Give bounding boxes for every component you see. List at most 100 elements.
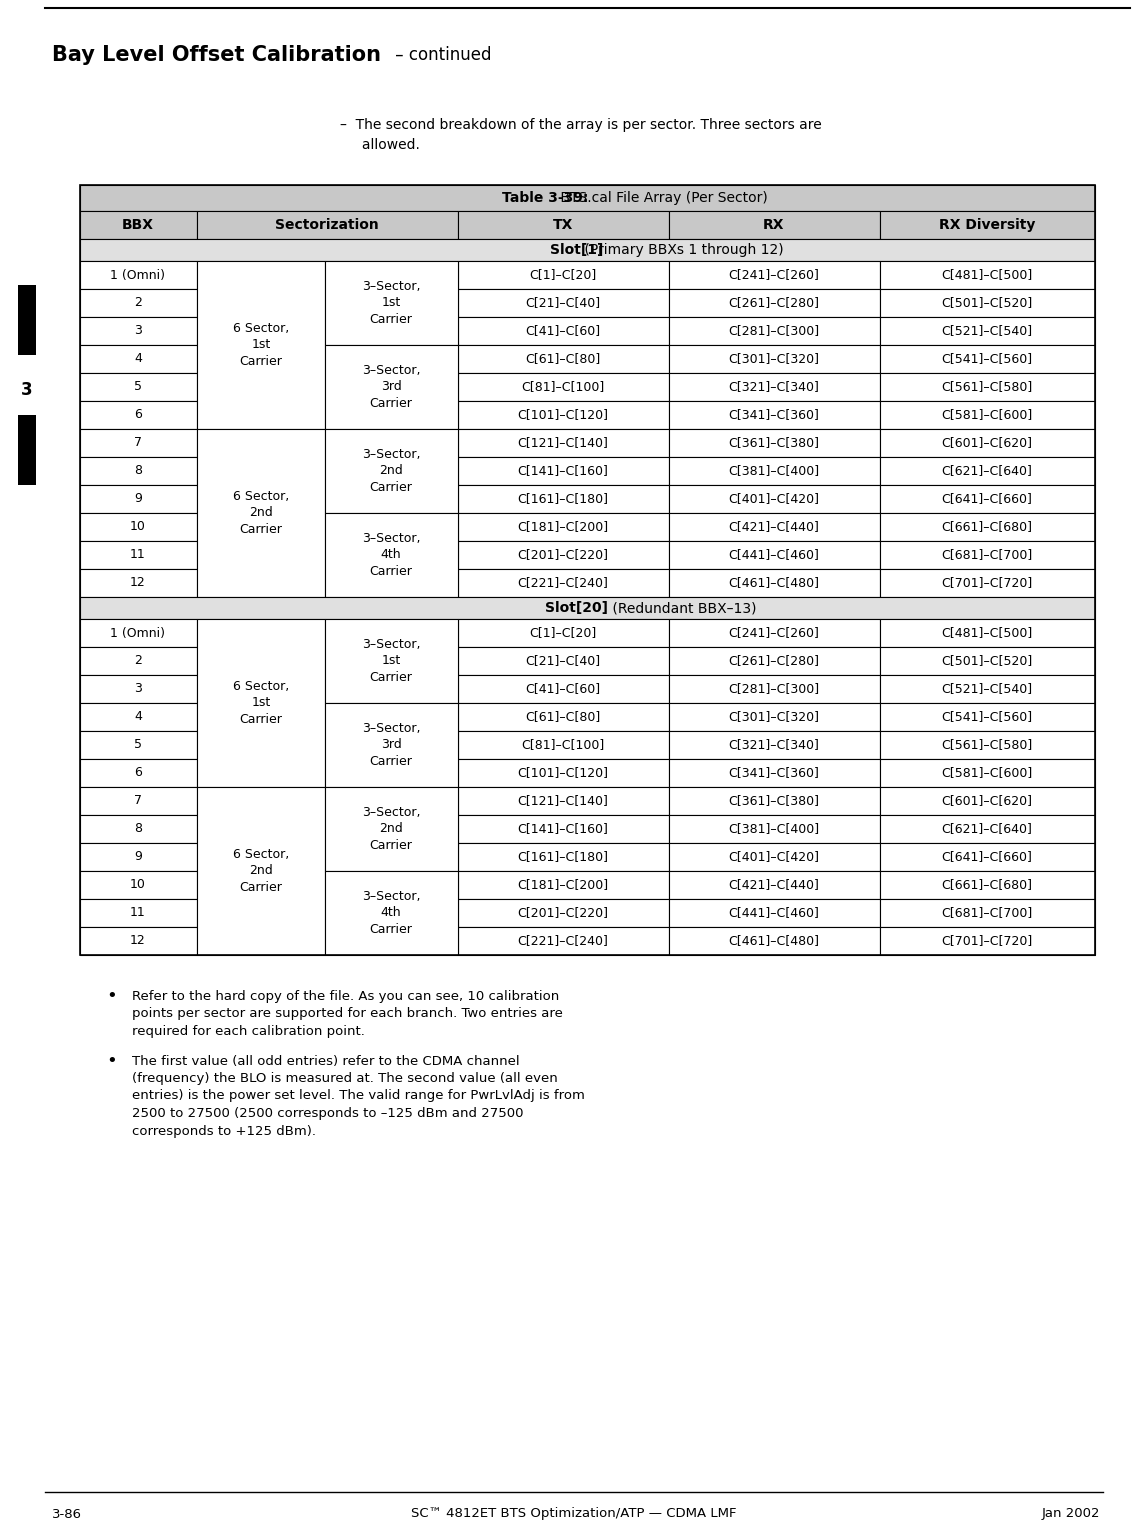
Bar — [881, 317, 1095, 345]
Bar — [669, 290, 881, 317]
Text: C[661]–C[680]: C[661]–C[680] — [941, 521, 1032, 533]
Text: C[281]–C[300]: C[281]–C[300] — [729, 325, 820, 337]
Text: 2: 2 — [134, 297, 142, 309]
Text: C[441]–C[460]: C[441]–C[460] — [729, 907, 820, 919]
Text: 1 (Omni): 1 (Omni) — [110, 627, 165, 639]
Text: C[501]–C[520]: C[501]–C[520] — [941, 297, 1032, 309]
Bar — [881, 372, 1095, 401]
Bar — [325, 872, 458, 954]
Bar — [881, 457, 1095, 486]
Bar — [458, 899, 669, 927]
Text: C[301]–C[320]: C[301]–C[320] — [729, 352, 820, 366]
Bar — [458, 568, 669, 597]
Bar — [458, 513, 669, 541]
Text: C[601]–C[620]: C[601]–C[620] — [941, 795, 1032, 807]
Text: C[481]–C[500]: C[481]–C[500] — [941, 627, 1032, 639]
Text: •: • — [107, 987, 117, 1005]
Text: Refer to the hard copy of the file. As you can see, 10 calibration
points per se: Refer to the hard copy of the file. As y… — [132, 990, 563, 1039]
Bar — [881, 619, 1095, 647]
Text: C[541]–C[560]: C[541]–C[560] — [941, 711, 1032, 723]
Bar — [80, 345, 197, 372]
Text: Slot[1]: Slot[1] — [550, 244, 604, 257]
Bar — [669, 758, 881, 787]
Bar — [458, 457, 669, 486]
Bar — [80, 372, 197, 401]
Bar — [881, 843, 1095, 872]
Bar — [80, 815, 197, 843]
Bar — [458, 619, 669, 647]
Text: C[341]–C[360]: C[341]–C[360] — [729, 409, 820, 421]
Text: 6 Sector,
2nd
Carrier: 6 Sector, 2nd Carrier — [233, 490, 289, 536]
Text: 3–Sector,
2nd
Carrier: 3–Sector, 2nd Carrier — [362, 806, 420, 852]
Text: C[441]–C[460]: C[441]–C[460] — [729, 548, 820, 562]
Text: 8: 8 — [134, 464, 142, 478]
Text: C[701]–C[720]: C[701]–C[720] — [941, 576, 1032, 590]
Bar — [458, 429, 669, 457]
Text: C[301]–C[320]: C[301]–C[320] — [729, 711, 820, 723]
Text: C[401]–C[420]: C[401]–C[420] — [729, 850, 820, 864]
Bar — [669, 513, 881, 541]
Text: C[361]–C[380]: C[361]–C[380] — [729, 795, 820, 807]
Bar — [881, 429, 1095, 457]
Bar — [669, 676, 881, 703]
Bar — [669, 401, 881, 429]
Bar — [669, 260, 881, 290]
Bar — [325, 429, 458, 513]
Bar — [669, 317, 881, 345]
Text: 7: 7 — [134, 795, 142, 807]
Text: –  The second breakdown of the array is per sector. Three sectors are
     allow: – The second breakdown of the array is p… — [340, 118, 822, 152]
Text: C[641]–C[660]: C[641]–C[660] — [941, 850, 1032, 864]
Bar — [458, 401, 669, 429]
Text: 8: 8 — [134, 823, 142, 835]
Text: C[141]–C[160]: C[141]–C[160] — [518, 464, 608, 478]
Bar — [325, 513, 458, 597]
Bar — [881, 872, 1095, 899]
Text: C[181]–C[200]: C[181]–C[200] — [518, 521, 608, 533]
Text: C[521]–C[540]: C[521]–C[540] — [941, 325, 1032, 337]
Text: C[101]–C[120]: C[101]–C[120] — [518, 409, 608, 421]
Bar — [669, 872, 881, 899]
Text: C[381]–C[400]: C[381]–C[400] — [729, 823, 820, 835]
Text: C[101]–C[120]: C[101]–C[120] — [518, 766, 608, 780]
Bar — [881, 541, 1095, 568]
Text: C[461]–C[480]: C[461]–C[480] — [729, 935, 820, 947]
Text: C[141]–C[160]: C[141]–C[160] — [518, 823, 608, 835]
Text: 11: 11 — [130, 548, 146, 562]
Text: C[681]–C[700]: C[681]–C[700] — [941, 548, 1032, 562]
Bar — [80, 731, 197, 758]
Text: C[661]–C[680]: C[661]–C[680] — [941, 878, 1032, 892]
Text: 3: 3 — [134, 682, 142, 696]
Bar — [669, 647, 881, 676]
Bar — [881, 676, 1095, 703]
Bar — [881, 758, 1095, 787]
Text: C[81]–C[100]: C[81]–C[100] — [521, 380, 605, 394]
Bar — [881, 787, 1095, 815]
Bar — [18, 285, 36, 355]
Bar — [669, 345, 881, 372]
Bar — [80, 647, 197, 676]
Bar — [325, 787, 458, 872]
Text: Jan 2002: Jan 2002 — [1041, 1507, 1100, 1520]
Bar — [458, 758, 669, 787]
Bar — [669, 703, 881, 731]
Text: 3–Sector,
4th
Carrier: 3–Sector, 4th Carrier — [362, 890, 420, 936]
Bar — [881, 927, 1095, 954]
Bar — [325, 619, 458, 703]
Bar — [458, 260, 669, 290]
Text: C[161]–C[180]: C[161]–C[180] — [518, 850, 608, 864]
Bar — [325, 260, 458, 345]
Bar — [458, 211, 669, 239]
Text: C[261]–C[280]: C[261]–C[280] — [729, 654, 820, 668]
Text: The first value (all odd entries) refer to the CDMA channel
(frequency) the BLO : The first value (all odd entries) refer … — [132, 1054, 584, 1137]
Text: C[21]–C[40]: C[21]–C[40] — [526, 654, 600, 668]
Text: C[561]–C[580]: C[561]–C[580] — [941, 380, 1032, 394]
Text: C[361]–C[380]: C[361]–C[380] — [729, 437, 820, 449]
Bar — [881, 513, 1095, 541]
Bar — [80, 619, 197, 647]
Text: C[261]–C[280]: C[261]–C[280] — [729, 297, 820, 309]
Text: 10: 10 — [130, 521, 146, 533]
Bar — [80, 758, 197, 787]
Bar — [669, 787, 881, 815]
Text: RX Diversity: RX Diversity — [939, 218, 1035, 231]
Bar — [458, 647, 669, 676]
